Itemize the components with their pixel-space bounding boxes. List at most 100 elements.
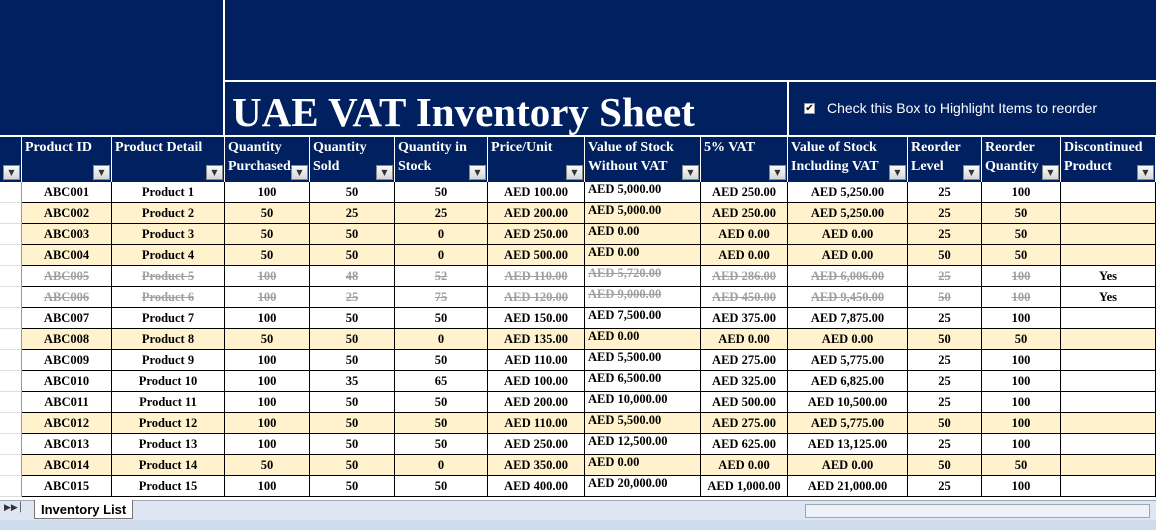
table-cell: AED 7,500.00 — [585, 308, 701, 329]
table-cell: AED 9,450.00 — [788, 287, 908, 308]
table-cell: AED 375.00 — [701, 308, 788, 329]
table-cell — [1061, 371, 1156, 392]
table-cell: 50 — [395, 182, 488, 203]
table-cell: ABC012 — [22, 413, 112, 434]
table-cell: AED 0.00 — [585, 224, 701, 245]
row-header — [0, 392, 22, 413]
table-cell: 50 — [395, 392, 488, 413]
table-cell: AED 0.00 — [788, 245, 908, 266]
filter-button[interactable]: ▼ — [291, 165, 308, 180]
divider — [223, 0, 225, 137]
table-cell: Yes — [1061, 287, 1156, 308]
table-cell: AED 250.00 — [701, 203, 788, 224]
filter-button[interactable]: ▼ — [889, 165, 906, 180]
filter-button[interactable]: ▼ — [376, 165, 393, 180]
filter-button[interactable]: ▼ — [682, 165, 699, 180]
table-cell: 25 — [908, 434, 982, 455]
table-cell: Product 3 — [112, 224, 225, 245]
table-cell: 0 — [395, 245, 488, 266]
filter-button[interactable]: ▼ — [93, 165, 110, 180]
table-cell: 25 — [908, 476, 982, 497]
table-cell: AED 325.00 — [701, 371, 788, 392]
table-cell: 75 — [395, 287, 488, 308]
table-cell: 100 — [225, 287, 310, 308]
tab-bar: ▶▶│ — [0, 500, 1156, 520]
table-cell: AED 120.00 — [488, 287, 585, 308]
filter-button[interactable]: ▼ — [469, 165, 486, 180]
table-cell: AED 400.00 — [488, 476, 585, 497]
table-cell: 100 — [982, 308, 1061, 329]
column-header: Quantity in Stock — [395, 137, 488, 182]
column-header: Value of Stock Including VAT — [788, 137, 908, 182]
filter-button[interactable]: ▼ — [206, 165, 223, 180]
table-cell: 100 — [982, 392, 1061, 413]
highlight-checkbox[interactable]: ✔ — [804, 103, 815, 114]
table-cell: AED 135.00 — [488, 329, 585, 350]
table-cell: 50 — [908, 329, 982, 350]
table-cell: 50 — [395, 413, 488, 434]
table-cell: AED 0.00 — [585, 455, 701, 476]
table-cell: AED 5,775.00 — [788, 413, 908, 434]
table-cell — [1061, 413, 1156, 434]
table-cell: 50 — [225, 203, 310, 224]
table-cell: 50 — [310, 434, 395, 455]
table-cell: Product 1 — [112, 182, 225, 203]
table-cell: Product 11 — [112, 392, 225, 413]
row-header — [0, 224, 22, 245]
table-cell: AED 5,000.00 — [585, 182, 701, 203]
table-cell: Product 10 — [112, 371, 225, 392]
table-cell — [1061, 245, 1156, 266]
filter-button[interactable]: ▼ — [566, 165, 583, 180]
filter-button[interactable]: ▼ — [1042, 165, 1059, 180]
filter-button[interactable]: ▼ — [3, 165, 20, 180]
table-cell: Product 15 — [112, 476, 225, 497]
table-cell — [1061, 455, 1156, 476]
table-cell: 25 — [310, 203, 395, 224]
column-header: Discontinued Product — [1061, 137, 1156, 182]
table-cell: 100 — [225, 182, 310, 203]
sheet-title: UAE VAT Inventory Sheet — [232, 89, 695, 135]
table-cell: AED 10,500.00 — [788, 392, 908, 413]
table-cell: 65 — [395, 371, 488, 392]
row-header — [0, 329, 22, 350]
table-cell: AED 200.00 — [488, 203, 585, 224]
table-cell: AED 250.00 — [701, 182, 788, 203]
table-cell: AED 0.00 — [701, 245, 788, 266]
table-cell: AED 275.00 — [701, 350, 788, 371]
row-header — [0, 203, 22, 224]
table-cell: 50 — [310, 476, 395, 497]
filter-button[interactable]: ▼ — [963, 165, 980, 180]
table-cell — [1061, 476, 1156, 497]
table-cell: 25 — [908, 350, 982, 371]
table-cell: ABC004 — [22, 245, 112, 266]
filter-button[interactable]: ▼ — [769, 165, 786, 180]
table-cell: AED 0.00 — [701, 224, 788, 245]
table-cell: 50 — [982, 245, 1061, 266]
row-header — [0, 287, 22, 308]
table-cell: 100 — [982, 266, 1061, 287]
table-cell: 25 — [908, 182, 982, 203]
table-cell: AED 6,006.00 — [788, 266, 908, 287]
status-bar — [0, 520, 1156, 530]
table-cell: AED 275.00 — [701, 413, 788, 434]
title-banner — [0, 0, 1156, 137]
table-cell — [1061, 308, 1156, 329]
row-header — [0, 308, 22, 329]
table-cell: AED 100.00 — [488, 182, 585, 203]
table-cell: 50 — [310, 245, 395, 266]
h-scrollbar[interactable] — [805, 504, 1150, 518]
table-cell: 25 — [908, 392, 982, 413]
table-cell: 50 — [310, 308, 395, 329]
table-cell: AED 5,250.00 — [788, 182, 908, 203]
table-cell: Product 6 — [112, 287, 225, 308]
table-cell: 0 — [395, 224, 488, 245]
table-cell: 50 — [908, 245, 982, 266]
divider — [0, 135, 1156, 137]
row-header — [0, 434, 22, 455]
table-cell: 50 — [310, 329, 395, 350]
table-cell: AED 0.00 — [585, 245, 701, 266]
sheet-tab[interactable]: Inventory List — [34, 500, 134, 519]
filter-button[interactable]: ▼ — [1137, 165, 1154, 180]
tab-nav[interactable]: ▶▶│ — [4, 503, 24, 513]
table-cell: 100 — [225, 266, 310, 287]
